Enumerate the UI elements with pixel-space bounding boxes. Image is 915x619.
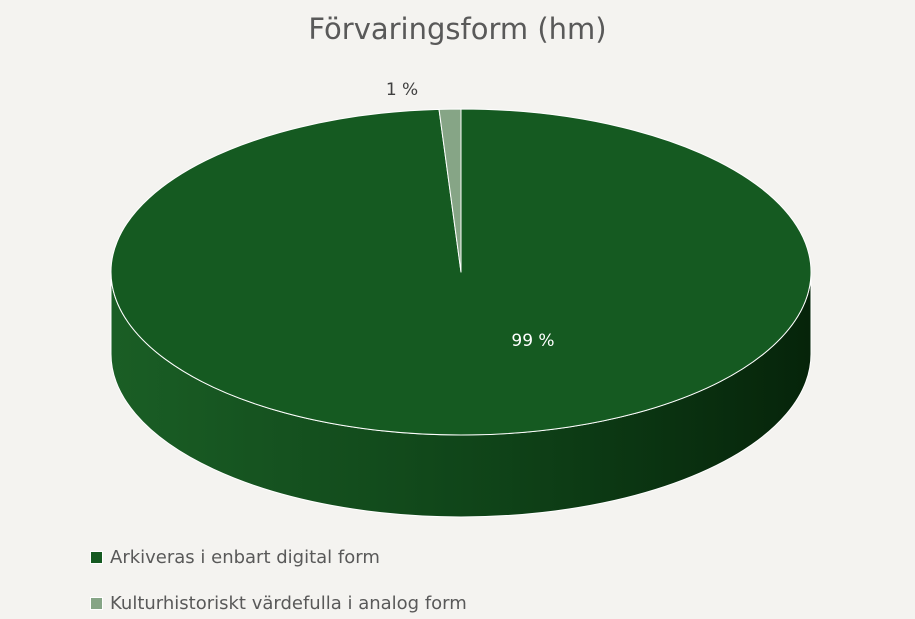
- legend-label: Arkiveras i enbart digital form: [110, 547, 380, 568]
- data-label-analog: 1 %: [386, 80, 418, 100]
- legend-item-digital: Arkiveras i enbart digital form: [90, 547, 380, 568]
- chart-title: Förvaringsform (hm): [308, 12, 607, 46]
- data-label-digital: 99 %: [511, 331, 554, 351]
- slice-analog: [438, 108, 462, 273]
- legend-swatch: [90, 551, 103, 564]
- legend-item-analog: Kulturhistoriskt värdefulla i analog for…: [90, 593, 467, 614]
- legend-label: Kulturhistoriskt värdefulla i analog for…: [110, 593, 467, 614]
- legend-swatch: [90, 597, 103, 610]
